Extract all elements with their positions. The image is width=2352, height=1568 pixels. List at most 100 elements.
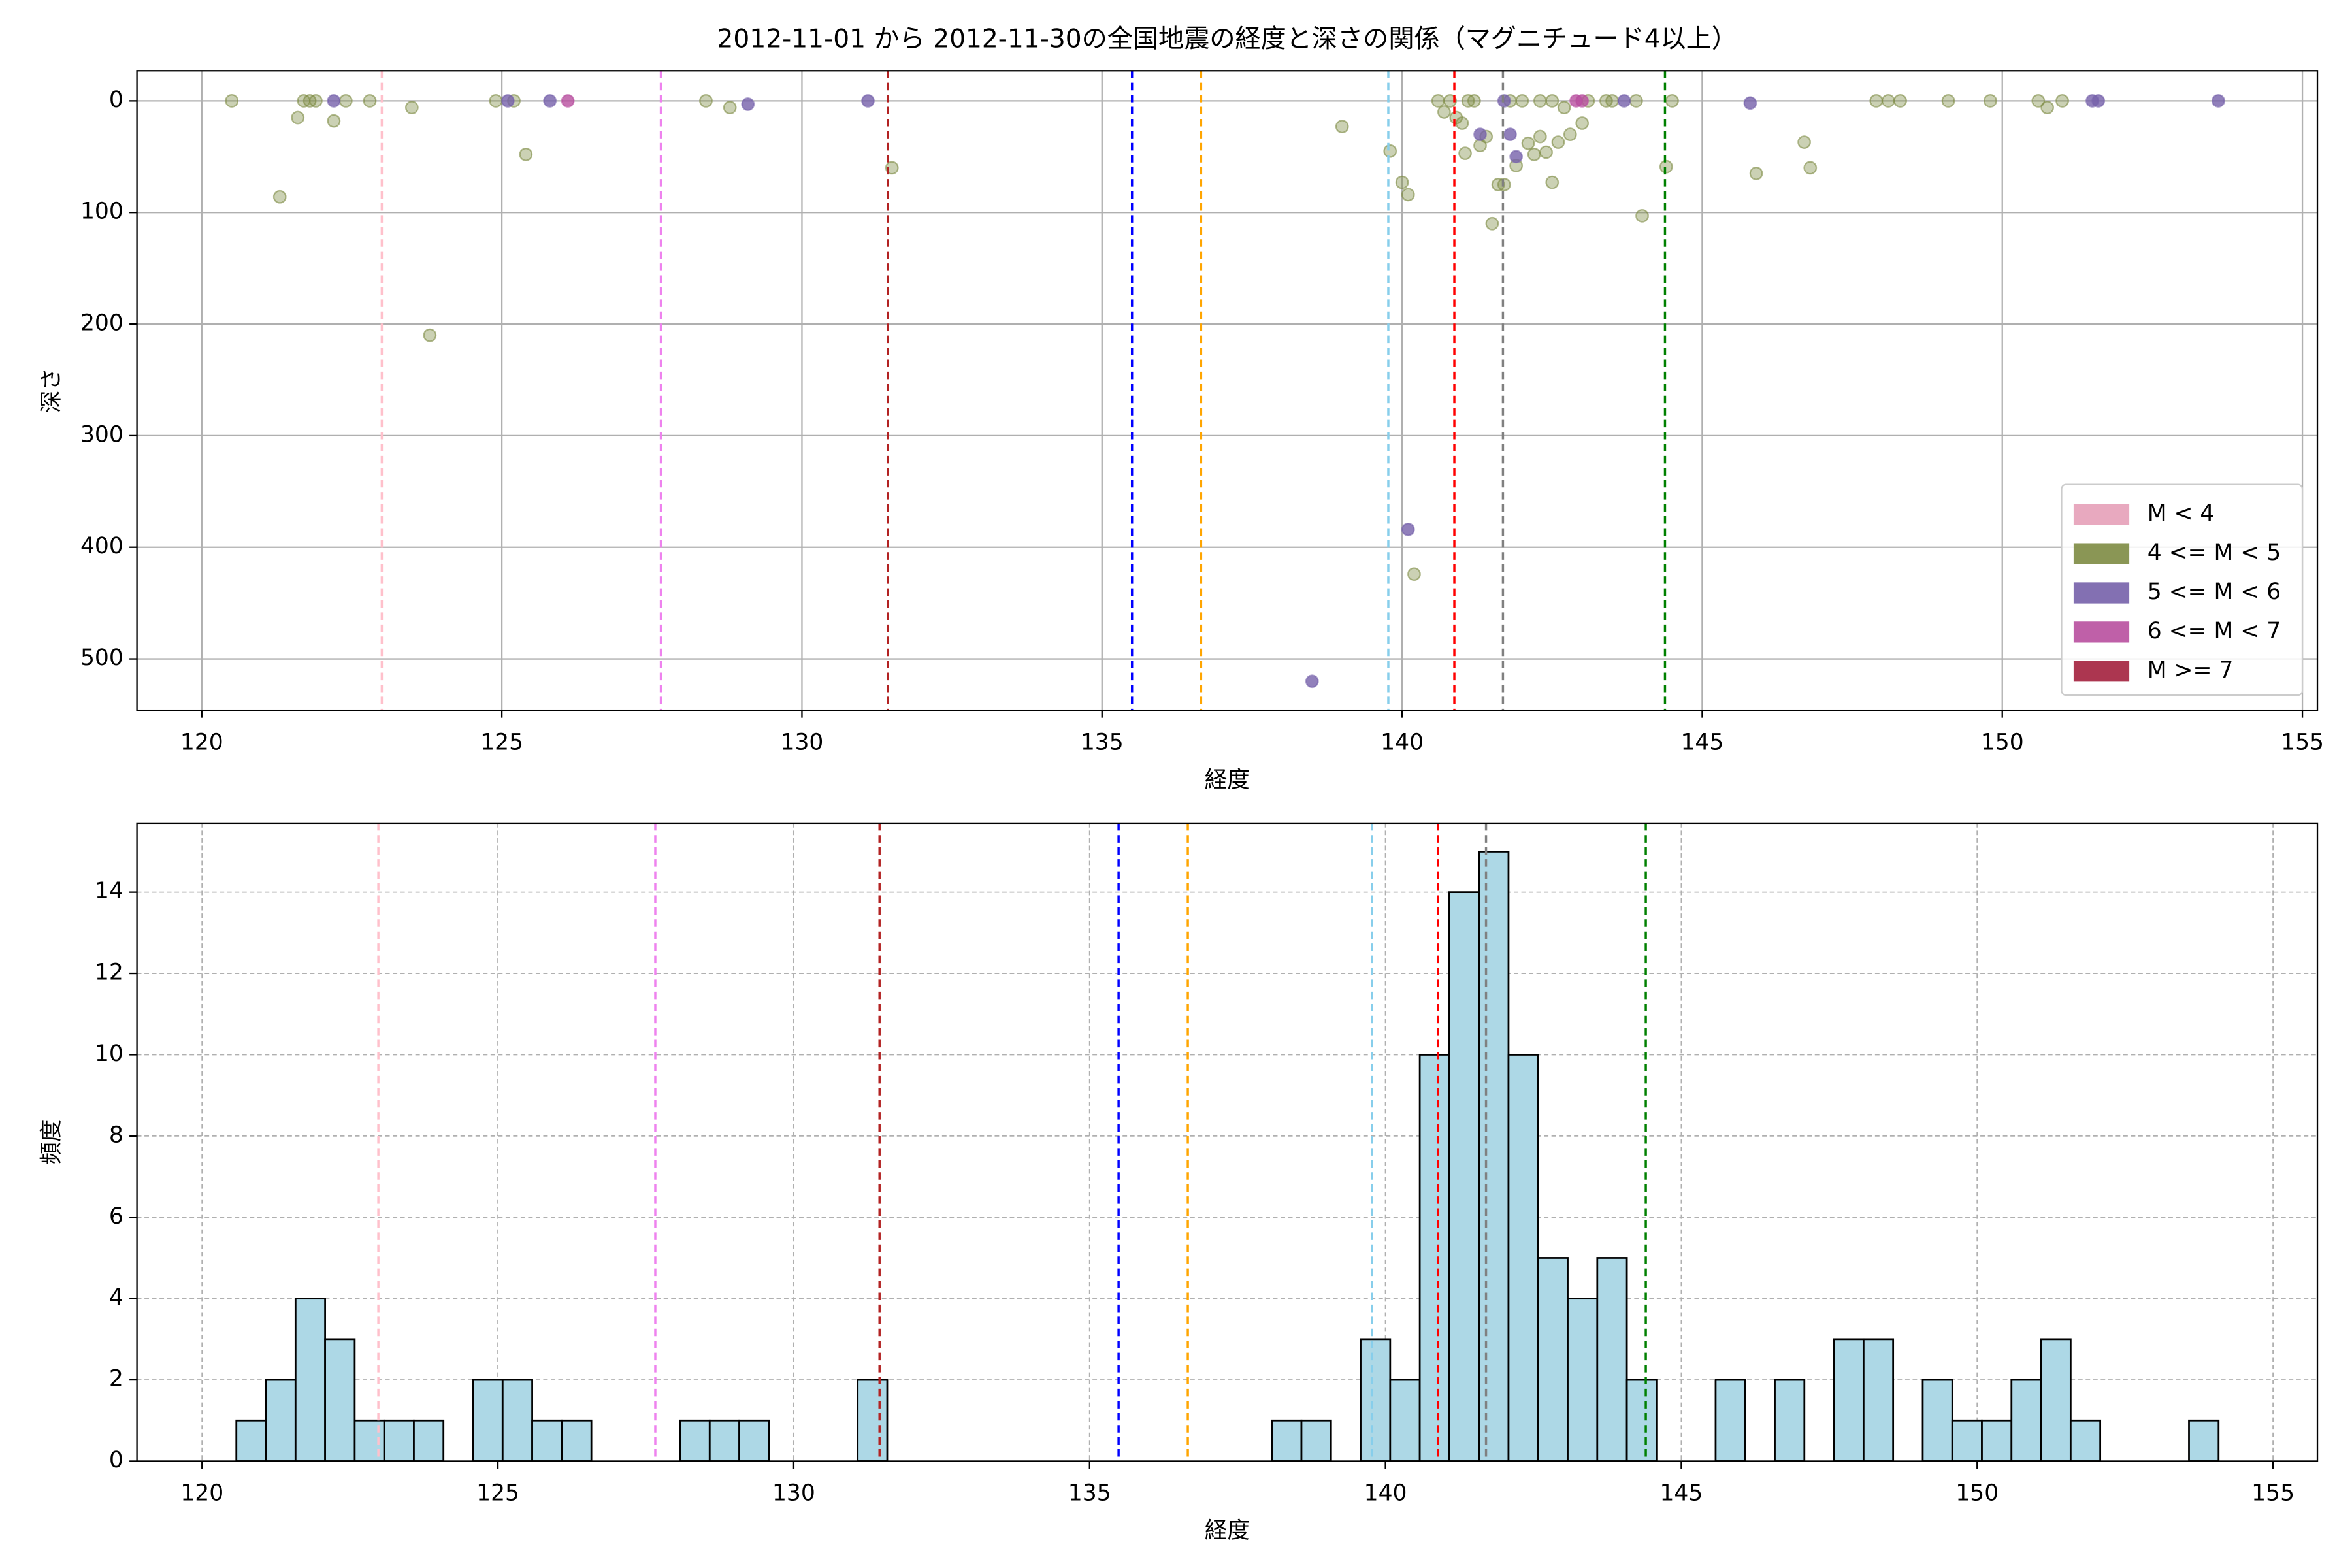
point	[699, 94, 713, 108]
legend-swatch	[2073, 621, 2130, 643]
point	[1533, 94, 1547, 108]
point	[1869, 94, 1884, 108]
bar	[1360, 1338, 1392, 1462]
point	[225, 94, 239, 108]
point	[1467, 94, 1481, 108]
point	[2040, 101, 2055, 114]
point	[489, 94, 503, 108]
point	[1335, 120, 1349, 134]
y-tick-label: 12	[95, 960, 123, 986]
x-axis-label: 経度	[1205, 767, 1250, 793]
y-tick-label: 14	[95, 878, 123, 904]
point	[1521, 136, 1535, 150]
point	[1893, 94, 1907, 108]
bar	[1862, 1338, 1895, 1462]
y-tick-label: 300	[80, 421, 123, 448]
y-tick-label: 0	[109, 1447, 123, 1473]
bar	[1418, 1054, 1450, 1462]
point	[1497, 178, 1511, 191]
point	[1743, 96, 1757, 110]
point	[1485, 216, 1499, 231]
point	[1629, 94, 1643, 108]
y-tick-label: 10	[95, 1041, 123, 1067]
point	[338, 94, 353, 108]
point	[1803, 161, 1818, 175]
bar	[1596, 1257, 1628, 1462]
x-tick-label: 155	[2281, 729, 2324, 755]
point	[1665, 94, 1679, 108]
bar	[235, 1419, 267, 1462]
point	[1539, 145, 1553, 159]
point	[1497, 94, 1511, 108]
point	[363, 94, 377, 108]
point	[519, 148, 533, 161]
point	[2031, 94, 2046, 108]
y-tick-label: 100	[80, 199, 123, 225]
point	[1545, 94, 1560, 108]
point	[1515, 94, 1529, 108]
bar	[2069, 1419, 2102, 1462]
bar	[1389, 1379, 1421, 1462]
x-tick-label: 150	[1955, 1480, 1999, 1507]
bar	[679, 1419, 711, 1462]
bar	[708, 1419, 740, 1462]
point	[1635, 208, 1649, 223]
point	[1551, 135, 1565, 149]
bar	[2010, 1379, 2042, 1462]
point	[1509, 150, 1524, 164]
point	[500, 94, 515, 108]
x-tick-label: 125	[476, 1480, 519, 1507]
bar	[1625, 1379, 1658, 1462]
point	[2212, 94, 2225, 108]
point	[1395, 175, 1409, 189]
legend-swatch	[2073, 582, 2130, 604]
point	[1659, 159, 1673, 174]
point	[1401, 188, 1415, 202]
legend-label: 5 <= M < 6	[2148, 579, 2281, 605]
x-tick-label: 130	[772, 1480, 815, 1507]
bar	[1714, 1379, 1746, 1462]
y-axis-label: 頻度	[39, 1120, 65, 1165]
point	[1617, 94, 1631, 108]
y-tick-label: 6	[109, 1203, 123, 1230]
plot-frame	[136, 822, 2319, 1462]
legend-swatch	[2073, 543, 2130, 564]
x-tick-label: 140	[1364, 1480, 1407, 1507]
bar	[531, 1419, 563, 1462]
point	[1503, 127, 1517, 141]
bar	[1537, 1257, 1569, 1462]
bar	[1478, 851, 1510, 1462]
x-tick-label: 120	[180, 1480, 223, 1507]
x-tick-label: 150	[1981, 729, 2024, 755]
point	[1443, 94, 1457, 108]
point	[404, 101, 419, 114]
point	[2085, 94, 2099, 108]
legend-label: 4 <= M < 5	[2148, 540, 2281, 566]
point	[1305, 674, 1319, 689]
y-tick-label: 0	[109, 87, 123, 113]
bar	[353, 1419, 385, 1462]
bar	[738, 1419, 770, 1462]
point	[272, 189, 287, 204]
x-tick-label: 135	[1081, 729, 1124, 755]
bar	[324, 1338, 356, 1462]
point	[723, 101, 737, 114]
point	[1881, 94, 1895, 108]
point	[543, 94, 557, 108]
bar	[383, 1419, 415, 1462]
point	[1749, 167, 1763, 180]
point	[2055, 94, 2069, 108]
point	[1473, 127, 1487, 141]
point	[861, 94, 875, 108]
bar	[294, 1298, 326, 1462]
y-tick-label: 200	[80, 310, 123, 336]
bar	[413, 1419, 445, 1462]
point	[561, 94, 575, 108]
plot-frame	[136, 70, 2319, 711]
point	[1383, 144, 1397, 158]
point	[1437, 105, 1451, 119]
bar	[561, 1419, 593, 1462]
